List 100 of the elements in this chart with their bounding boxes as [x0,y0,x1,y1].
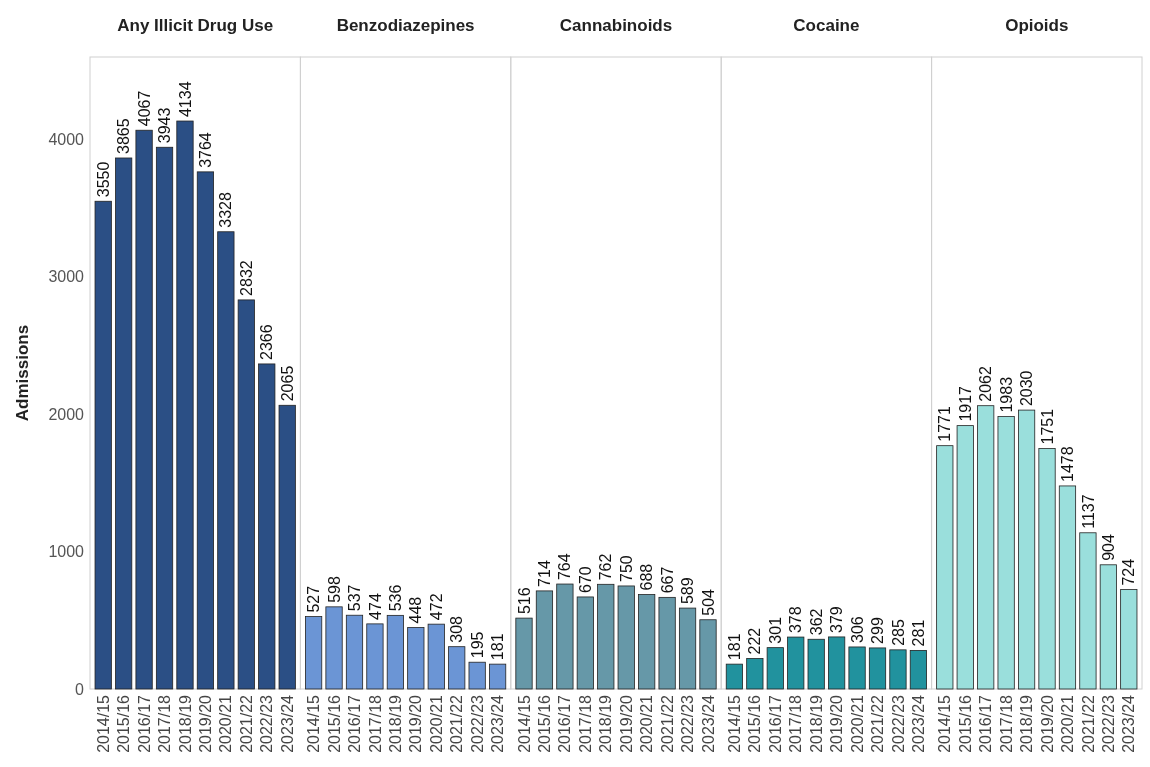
data-label: 3328 [217,192,235,228]
bar [658,596,676,690]
data-label: 362 [807,608,825,636]
bar [617,585,635,690]
x-tick-label: 2015/16 [115,694,133,753]
bar [1079,532,1097,690]
y-axis-title: Admissions [13,324,32,422]
bar [196,171,214,690]
y-tick-label: 4000 [48,131,85,149]
data-label: 306 [848,616,866,643]
data-label: 750 [617,555,635,582]
data-label: 2065 [278,365,296,402]
data-label: 1771 [936,405,954,442]
data-label: 301 [766,616,784,644]
bar [305,616,323,690]
data-label: 1751 [1038,408,1056,445]
bar [977,405,995,690]
bar [258,363,276,690]
data-label: 2832 [237,260,255,296]
chart-title: Opioids [1005,16,1069,35]
y-tick-label: 1000 [48,543,85,561]
bar [746,658,764,690]
x-tick-label: 2018/19 [386,694,404,753]
x-tick-label: 2022/23 [1099,694,1117,753]
data-label: 688 [638,563,656,591]
x-tick-label: 2019/20 [407,694,425,753]
data-label: 764 [556,553,574,581]
bar [115,157,133,690]
x-tick-label: 2023/24 [278,694,296,753]
bar [135,129,153,690]
x-tick-label: 2020/21 [638,694,656,753]
data-label: 589 [679,577,697,605]
bar [407,627,425,690]
y-tick-label: 0 [75,680,85,698]
x-tick-label: 2023/24 [1120,694,1138,753]
data-label: 474 [366,593,384,620]
data-label: 1478 [1059,446,1077,482]
data-label: 3550 [94,161,112,198]
x-tick-label: 2022/23 [468,694,486,753]
data-label: 724 [1120,558,1138,586]
data-label: 2030 [1018,370,1036,407]
chart-title: Benzodiazepines [336,16,475,35]
x-tick-label: 2021/22 [869,694,887,753]
bar [678,607,697,690]
bar [325,606,343,690]
data-label: 285 [889,619,907,646]
bar [787,636,805,690]
bar [807,638,825,690]
bar [217,231,235,690]
bar [1120,589,1138,690]
bar [427,623,445,690]
bar [386,614,404,690]
bar [468,661,486,690]
x-tick-label: 2019/20 [1038,694,1056,753]
data-label: 222 [746,627,764,655]
data-label: 281 [910,619,927,647]
x-tick-label: 2021/22 [448,694,466,753]
x-tick-label: 2016/17 [556,694,574,753]
bar [868,647,887,690]
bar [936,445,954,690]
bar [345,614,364,690]
data-label: 904 [1099,534,1117,561]
x-tick-label: 2018/19 [1018,694,1036,753]
data-label: 378 [787,606,805,634]
chart-title: Cocaine [793,16,860,35]
x-tick-label: 2014/15 [936,694,954,753]
bar [176,120,194,690]
data-label: 504 [699,588,717,616]
x-tick-label: 2018/19 [807,694,825,753]
x-tick-label: 2020/21 [427,694,445,753]
x-tick-label: 2020/21 [848,694,866,753]
data-label: 670 [576,566,594,593]
x-tick-label: 2014/15 [726,694,743,753]
bar [576,596,594,690]
x-tick-label: 2019/20 [197,694,215,753]
x-tick-label: 2017/18 [787,694,805,753]
data-label: 536 [386,584,404,612]
bar [94,200,112,690]
data-label: 1983 [997,376,1015,413]
data-label: 472 [427,593,445,621]
x-tick-label: 2023/24 [699,694,717,753]
data-label: 667 [658,566,676,594]
data-label: 537 [346,584,364,612]
x-tick-label: 2018/19 [176,694,194,753]
bar [366,623,384,690]
data-label: 379 [828,606,846,633]
x-tick-label: 2021/22 [237,694,255,753]
data-label: 2366 [258,324,276,360]
x-tick-label: 2017/18 [576,694,594,753]
bar [725,663,743,690]
bar [489,663,507,690]
chart-title: Cannabinoids [559,16,673,35]
bar [848,646,866,690]
data-label: 181 [726,633,743,661]
data-label: 299 [869,617,887,644]
x-tick-label: 2014/15 [515,694,533,753]
bar [699,619,717,690]
x-tick-label: 2023/24 [910,694,927,753]
x-tick-label: 2020/21 [1059,694,1077,753]
x-tick-label: 2015/16 [956,694,974,753]
